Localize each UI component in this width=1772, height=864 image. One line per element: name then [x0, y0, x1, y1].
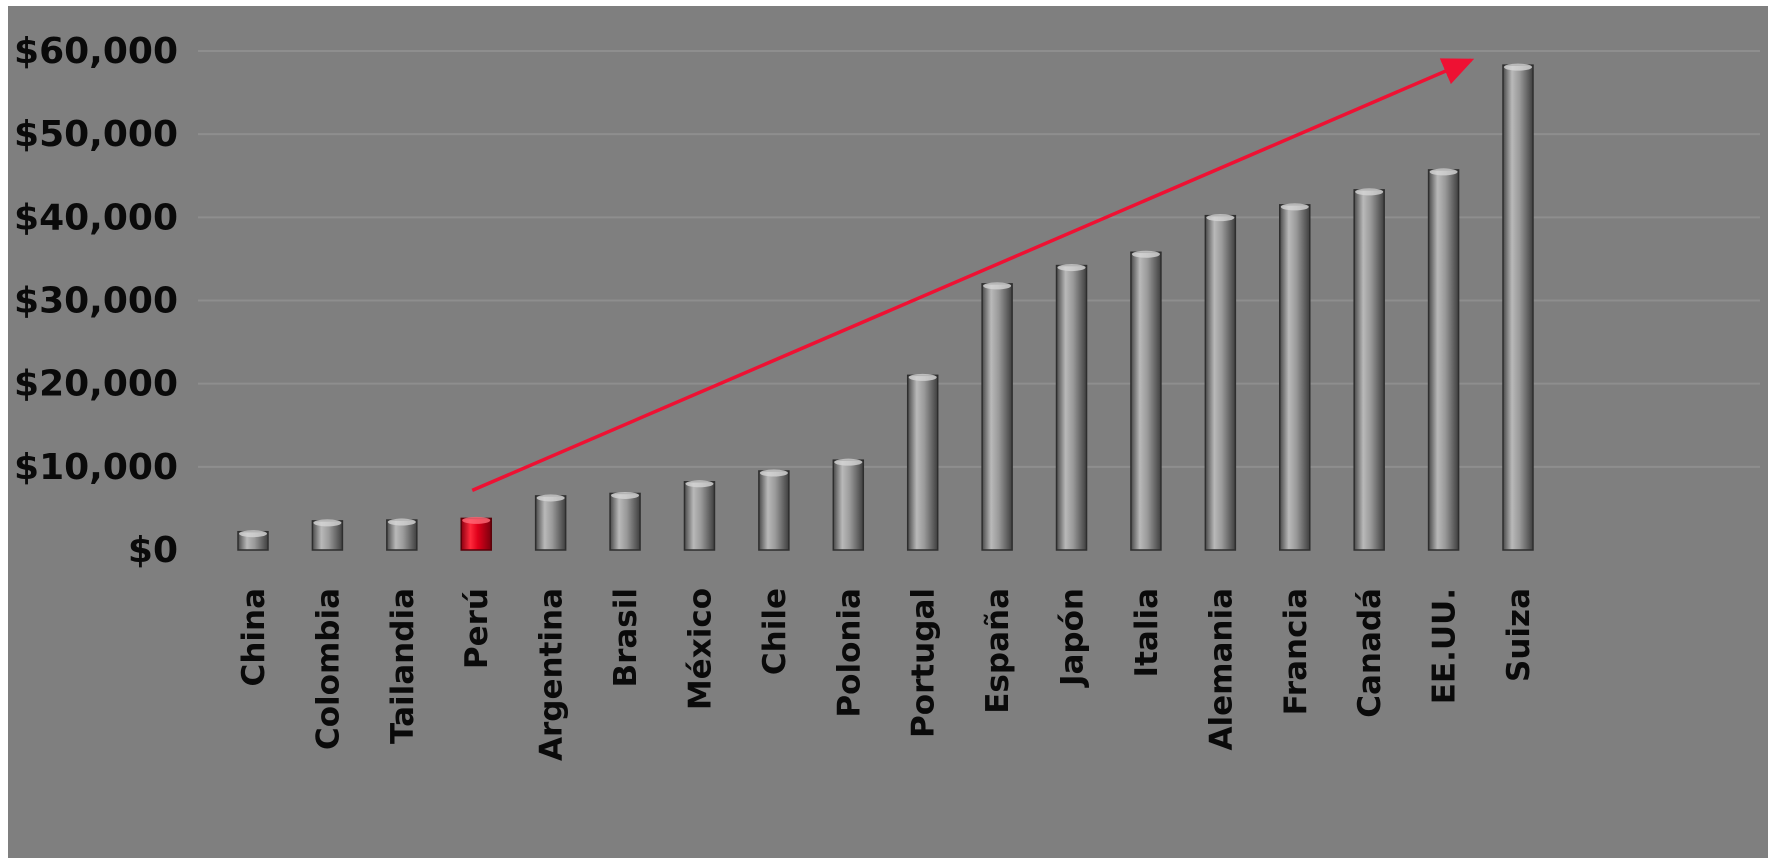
x-tick-label: Suiza — [1501, 588, 1537, 682]
bar — [758, 470, 790, 551]
y-tick-label: $30,000 — [14, 281, 178, 322]
bar-group — [237, 530, 269, 551]
bar-cap — [611, 491, 640, 499]
bar-group — [1130, 250, 1162, 551]
bar-group — [832, 458, 865, 551]
x-tick-label: EE.UU. — [1427, 588, 1463, 704]
x-tick-label: Chile — [757, 588, 793, 675]
bar-cap — [462, 516, 491, 524]
x-tick-label: Canadá — [1352, 588, 1388, 718]
x-tick-label: Brasil — [608, 588, 644, 688]
bar-group — [386, 518, 418, 551]
bar — [981, 283, 1013, 551]
x-tick-label: Italia — [1129, 588, 1165, 677]
bar — [1279, 204, 1311, 551]
bar-group — [906, 373, 939, 551]
x-tick-label: Tailandia — [385, 588, 421, 744]
bar-cap — [685, 480, 714, 488]
bar-group — [534, 494, 567, 551]
bar-cap — [759, 469, 788, 477]
y-axis-tick-labels: $0 $10,000 $20,000 $30,000 $40,000 $50,000 $60… — [14, 31, 178, 571]
bar-group — [1502, 63, 1534, 551]
x-tick-label: Japón — [1055, 588, 1091, 688]
x-tick-label: Portugal — [906, 588, 942, 738]
chart-area: $0 $10,000 $20,000 $30,000 $40,000 $50,000 $60… — [8, 6, 1768, 858]
x-tick-label: Colombia — [310, 588, 346, 750]
x-tick-label: Francia — [1278, 588, 1314, 715]
bar — [906, 374, 939, 551]
y-tick-label: $20,000 — [14, 364, 178, 405]
y-tick-label: $60,000 — [14, 31, 178, 72]
bars — [237, 63, 1534, 551]
bar-cap — [1280, 203, 1309, 211]
bar-cap — [239, 530, 267, 538]
bar — [683, 481, 716, 551]
bar — [1353, 189, 1385, 551]
y-tick-label: $40,000 — [14, 197, 178, 238]
bar-group — [758, 469, 790, 551]
trend-arrow-annotation — [471, 58, 1475, 493]
bar — [832, 459, 865, 551]
bar-cap — [1206, 214, 1235, 222]
bar-group — [1427, 168, 1460, 551]
bar — [534, 495, 567, 551]
y-tick-label: $10,000 — [14, 447, 178, 488]
bar-group — [609, 491, 641, 551]
x-tick-label: México — [682, 588, 718, 710]
bar-cap — [1057, 264, 1086, 272]
bar-group — [1204, 214, 1237, 551]
bar — [1502, 64, 1534, 551]
bar — [1204, 214, 1237, 551]
bar-cap — [387, 518, 416, 526]
y-tick-label: $0 — [128, 530, 178, 571]
y-tick-label: $50,000 — [14, 114, 178, 155]
bar-cap — [1131, 250, 1160, 258]
bar — [1055, 264, 1088, 551]
bar-cap — [536, 494, 565, 502]
bar-group — [311, 519, 344, 551]
x-tick-label: Perú — [459, 588, 495, 669]
x-tick-label: Argentina — [534, 588, 570, 761]
bar-group — [1353, 188, 1385, 551]
bar-group — [460, 516, 492, 551]
bar-group — [683, 480, 716, 551]
bar-group — [981, 282, 1013, 551]
bar-group — [1279, 203, 1311, 551]
trend-arrow — [471, 58, 1475, 493]
x-tick-label: Polonia — [831, 588, 867, 718]
x-tick-label: China — [236, 588, 272, 686]
bar-cap — [1355, 188, 1384, 196]
bar-cap — [313, 519, 342, 527]
bar — [1427, 169, 1460, 551]
x-tick-label: Alemania — [1203, 588, 1239, 750]
bar — [1130, 251, 1162, 551]
x-tick-label: España — [980, 588, 1016, 714]
bar-cap — [834, 458, 863, 466]
bar-cap — [983, 282, 1012, 290]
x-axis-tick-labels: China Colombia Tailandia Perú Argentina Brasi… — [236, 588, 1537, 761]
bar-cap — [1429, 168, 1458, 176]
bar — [609, 492, 641, 551]
bar-group — [1055, 264, 1088, 551]
bar-cap — [908, 373, 937, 381]
bar-chart: $0 $10,000 $20,000 $30,000 $40,000 $50,000 $60… — [14, 31, 1760, 761]
bar-cap — [1504, 63, 1532, 71]
gridlines — [198, 50, 1760, 468]
